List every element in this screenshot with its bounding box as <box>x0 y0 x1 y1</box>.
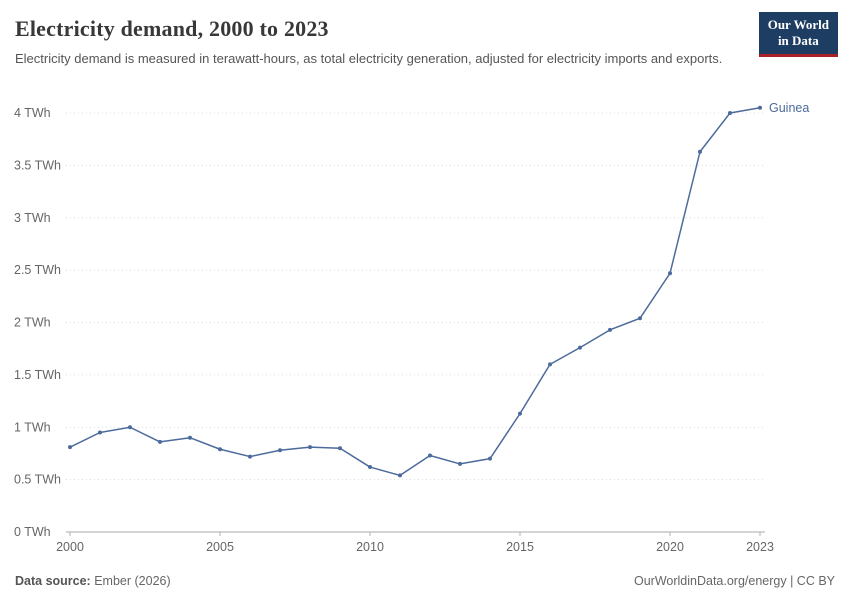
license-link[interactable]: OurWorldinData.org/energy | CC BY <box>633 574 835 588</box>
data-point[interactable] <box>458 461 462 466</box>
y-tick-label: 0 TWh <box>14 525 51 539</box>
data-point[interactable] <box>158 439 162 444</box>
data-point[interactable] <box>698 149 702 154</box>
data-point[interactable] <box>488 456 492 461</box>
y-tick-label: 2.5 TWh <box>14 263 61 277</box>
data-point[interactable] <box>248 454 252 459</box>
data-point[interactable] <box>68 445 72 450</box>
data-point[interactable] <box>728 111 732 115</box>
data-source-value: Ember (2026) <box>90 574 171 588</box>
page-title: Electricity demand, 2000 to 2023 <box>15 16 329 41</box>
y-tick-label: 3 TWh <box>14 211 51 225</box>
data-point[interactable] <box>758 105 762 110</box>
x-tick-label: 2010 <box>356 540 384 554</box>
chart-header: Electricity demand, 2000 to 2023 Electri… <box>0 0 850 69</box>
chart-svg[interactable]: 0 TWh 0.5 TWh 1 TWh 1.5 TWh 2 TWh 2.5 TWh 3 TW… <box>0 95 850 560</box>
y-tick-label: 4 TWh <box>14 106 51 120</box>
data-point[interactable] <box>278 448 282 453</box>
owid-logo-line2: in Data <box>777 33 819 49</box>
y-tick-label: 0.5 TWh <box>14 473 61 487</box>
owid-logo[interactable]: Our World in Data <box>758 12 838 57</box>
data-point[interactable] <box>188 435 192 440</box>
gridlines: 0 TWh 0.5 TWh 1 TWh 1.5 TWh 2 TWh 2.5 TWh 3 TW… <box>14 106 765 539</box>
owid-logo-line1: Our World <box>767 17 829 32</box>
data-point[interactable] <box>368 465 372 470</box>
data-point[interactable] <box>608 327 612 332</box>
data-source: Data source: Ember (2026) <box>15 574 171 588</box>
y-tick-label: 1.5 TWh <box>14 368 61 382</box>
chart-footer: Data source: Ember (2026) OurWorldinData… <box>15 574 835 588</box>
y-tick-label: 3.5 TWh <box>14 158 61 172</box>
x-axis: 2000 2005 2010 2015 2020 2023 <box>56 532 774 554</box>
y-tick-label: 1 TWh <box>14 420 51 434</box>
x-tick-label: 2000 <box>56 540 84 554</box>
series-label[interactable]: Guinea <box>769 101 809 115</box>
y-tick-label: 2 TWh <box>14 316 51 330</box>
chart-area: 0 TWh 0.5 TWh 1 TWh 1.5 TWh 2 TWh 2.5 TWh 3 TW… <box>0 95 850 560</box>
data-point[interactable] <box>98 430 102 435</box>
data-point[interactable] <box>668 271 672 276</box>
data-point[interactable] <box>398 473 402 478</box>
data-point[interactable] <box>548 362 552 367</box>
x-tick-label: 2005 <box>206 540 234 554</box>
series-line <box>69 107 761 477</box>
data-point[interactable] <box>218 447 222 452</box>
x-tick-label: 2015 <box>506 540 534 554</box>
data-point[interactable] <box>428 453 432 458</box>
data-point[interactable] <box>578 345 582 350</box>
data-point[interactable] <box>128 425 132 430</box>
data-point[interactable] <box>638 316 642 321</box>
data-source-label: Data source: <box>15 574 91 588</box>
x-tick-label: 2023 <box>746 540 774 554</box>
data-point[interactable] <box>518 411 522 416</box>
chart-subtitle: Electricity demand is measured in terawa… <box>15 51 723 66</box>
data-point[interactable] <box>308 445 312 450</box>
data-point[interactable] <box>338 446 342 451</box>
x-tick-label: 2020 <box>656 540 684 554</box>
